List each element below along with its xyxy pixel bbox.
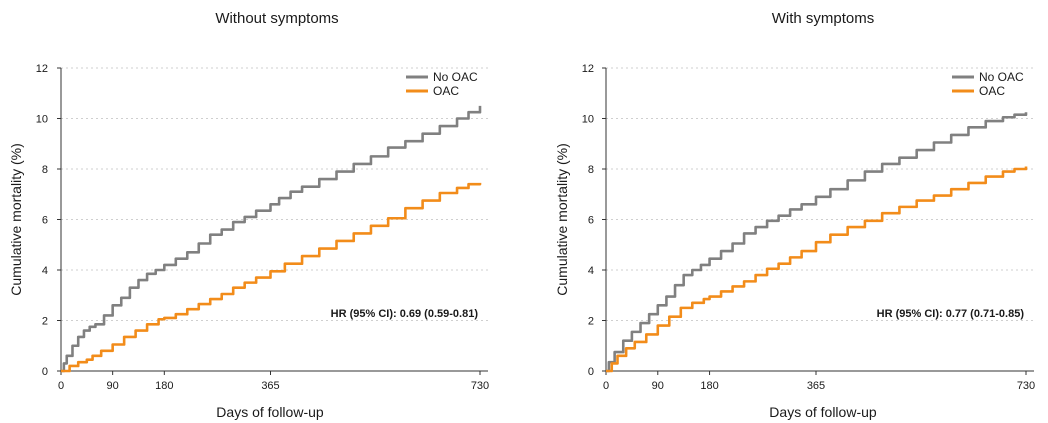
- y-tick-label: 2: [588, 316, 594, 328]
- y-tick-label: 2: [42, 316, 48, 328]
- y-tick-label: 0: [42, 366, 48, 378]
- x-tick-label: 0: [58, 380, 64, 392]
- y-tick-label: 10: [36, 114, 48, 126]
- x-axis-label: Days of follow-up: [216, 404, 324, 420]
- legend-label: OAC: [433, 84, 459, 98]
- x-tick-label: 365: [261, 380, 279, 392]
- x-tick-label: 365: [807, 380, 825, 392]
- chart-panel-2: With symptoms 0 2 4 6 8 10 12 0 90 180 365 730 Days o…: [554, 10, 1035, 420]
- chart-title: With symptoms: [772, 10, 875, 27]
- x-tick-label: 730: [1017, 380, 1035, 392]
- y-tick-label: 0: [588, 366, 594, 378]
- series-line-oac: [61, 182, 482, 373]
- y-tick-label: 4: [588, 265, 594, 277]
- hr-annotation: HR (95% CI): 0.77 (0.71-0.85): [877, 308, 1025, 320]
- x-tick-label: 90: [107, 380, 119, 392]
- x-tick-label: 730: [471, 380, 489, 392]
- x-tick-label: 180: [155, 380, 173, 392]
- x-tick-label: 180: [700, 380, 718, 392]
- legend-label: No OAC: [979, 70, 1024, 84]
- y-tick-label: 8: [588, 164, 594, 176]
- chart-panel-1: Without symptoms 0 2 4 6 8 10 12 0 90 180 365 730 Day…: [8, 10, 489, 420]
- y-tick-label: 4: [42, 265, 48, 277]
- y-axis-label: Cumulative mortality (%): [8, 143, 24, 295]
- y-tick-label: 12: [36, 63, 48, 75]
- y-tick-label: 6: [588, 215, 594, 227]
- x-tick-label: 0: [603, 380, 609, 392]
- y-tick-label: 8: [42, 164, 48, 176]
- hr-annotation: HR (95% CI): 0.69 (0.59-0.81): [331, 308, 479, 320]
- y-tick-label: 6: [42, 215, 48, 227]
- legend-label: No OAC: [433, 70, 478, 84]
- legend-label: OAC: [979, 84, 1005, 98]
- y-tick-label: 12: [582, 63, 594, 75]
- series-line-no-oac: [606, 112, 1028, 373]
- series-line-no-oac: [61, 105, 482, 373]
- y-tick-label: 10: [582, 114, 594, 126]
- y-axis-label: Cumulative mortality (%): [554, 143, 570, 295]
- x-axis-label: Days of follow-up: [769, 404, 877, 420]
- x-tick-label: 90: [652, 380, 664, 392]
- chart-title: Without symptoms: [215, 10, 338, 27]
- series-line-oac: [606, 166, 1028, 373]
